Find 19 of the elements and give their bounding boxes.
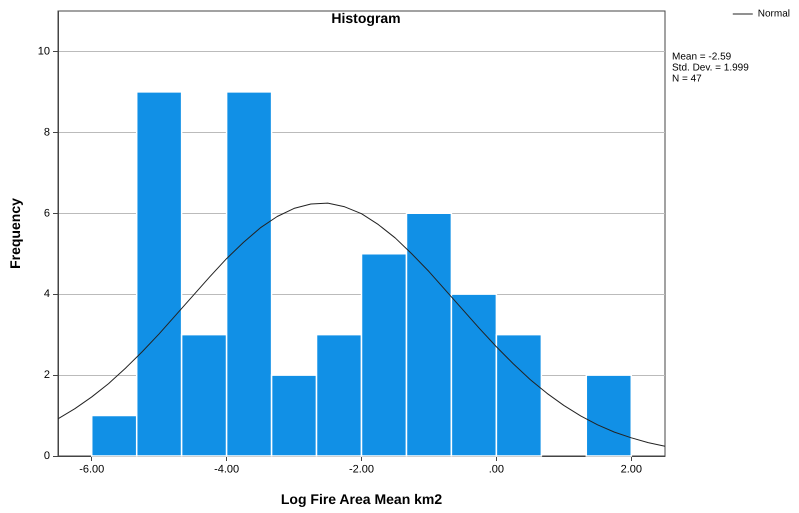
y-tick-label: 10	[38, 45, 50, 58]
x-tick-label: -4.00	[214, 464, 240, 476]
x-tick-label: -2.00	[348, 464, 374, 476]
x-tick-label: 2.00	[620, 464, 642, 476]
x-tick-label: .00	[488, 464, 504, 476]
text: Mean = -2.59	[672, 52, 732, 62]
chart-title: Histogram	[331, 10, 401, 26]
line-series	[58, 202, 666, 447]
legend-label: Normal	[758, 8, 790, 20]
y-axis-title: Frequency	[7, 198, 23, 269]
y-tick-label: 6	[44, 207, 50, 220]
text: N = 47	[672, 74, 702, 84]
text: Std. Dev. = 1.999	[672, 62, 750, 74]
y-tick-label: 8	[44, 126, 50, 138]
y-tick-label: 4	[44, 288, 50, 300]
y-tick-label: 0	[44, 450, 50, 462]
x-axis-title: Log Fire Area Mean km2	[280, 491, 442, 507]
y-tick-label: 2	[44, 369, 50, 382]
x-tick-label: -6.00	[79, 464, 104, 476]
